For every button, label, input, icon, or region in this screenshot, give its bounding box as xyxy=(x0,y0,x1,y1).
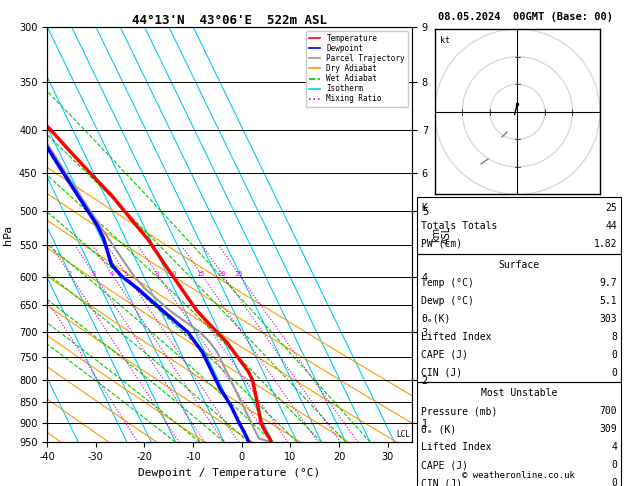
Text: 8: 8 xyxy=(155,271,159,277)
Text: 5: 5 xyxy=(124,271,128,277)
Text: 8: 8 xyxy=(611,331,617,342)
Text: K: K xyxy=(421,203,427,213)
Text: 25: 25 xyxy=(605,203,617,213)
Text: 4: 4 xyxy=(611,442,617,452)
Text: 15: 15 xyxy=(197,271,205,277)
Text: 3: 3 xyxy=(91,271,96,277)
Text: 0: 0 xyxy=(611,478,617,486)
Text: Temp (°C): Temp (°C) xyxy=(421,278,474,288)
Text: Most Unstable: Most Unstable xyxy=(481,388,557,399)
Text: 25: 25 xyxy=(234,271,243,277)
Text: 0: 0 xyxy=(611,367,617,378)
Text: Pressure (mb): Pressure (mb) xyxy=(421,406,498,417)
Y-axis label: km
ASL: km ASL xyxy=(431,226,452,243)
Text: Lifted Index: Lifted Index xyxy=(421,331,492,342)
Text: 2: 2 xyxy=(67,271,71,277)
Text: LCL: LCL xyxy=(397,430,411,439)
Text: Surface: Surface xyxy=(499,260,540,270)
Text: θₑ (K): θₑ (K) xyxy=(421,424,457,434)
Text: © weatheronline.co.uk: © weatheronline.co.uk xyxy=(462,471,576,480)
Text: 303: 303 xyxy=(599,313,617,324)
Text: Totals Totals: Totals Totals xyxy=(421,221,498,231)
X-axis label: Dewpoint / Temperature (°C): Dewpoint / Temperature (°C) xyxy=(138,468,321,478)
Text: 44: 44 xyxy=(605,221,617,231)
Text: Dewp (°C): Dewp (°C) xyxy=(421,295,474,306)
Text: CAPE (J): CAPE (J) xyxy=(421,349,469,360)
Text: 700: 700 xyxy=(599,406,617,417)
Text: CIN (J): CIN (J) xyxy=(421,367,462,378)
Text: 20: 20 xyxy=(218,271,226,277)
Text: 08.05.2024  00GMT (Base: 00): 08.05.2024 00GMT (Base: 00) xyxy=(438,12,613,22)
Title: 44°13'N  43°06'E  522m ASL: 44°13'N 43°06'E 522m ASL xyxy=(132,14,327,27)
Text: θₑ(K): θₑ(K) xyxy=(421,313,451,324)
Text: PW (cm): PW (cm) xyxy=(421,239,462,249)
Text: 4: 4 xyxy=(109,271,114,277)
Y-axis label: hPa: hPa xyxy=(3,225,13,244)
Text: 5.1: 5.1 xyxy=(599,295,617,306)
Text: 0: 0 xyxy=(611,460,617,470)
Text: 0: 0 xyxy=(611,349,617,360)
Text: CIN (J): CIN (J) xyxy=(421,478,462,486)
Text: Lifted Index: Lifted Index xyxy=(421,442,492,452)
Legend: Temperature, Dewpoint, Parcel Trajectory, Dry Adiabat, Wet Adiabat, Isotherm, Mi: Temperature, Dewpoint, Parcel Trajectory… xyxy=(306,31,408,106)
Text: 9.7: 9.7 xyxy=(599,278,617,288)
Text: 309: 309 xyxy=(599,424,617,434)
Text: 1.82: 1.82 xyxy=(594,239,617,249)
Text: 10: 10 xyxy=(168,271,177,277)
Text: kt: kt xyxy=(440,36,450,45)
Text: CAPE (J): CAPE (J) xyxy=(421,460,469,470)
